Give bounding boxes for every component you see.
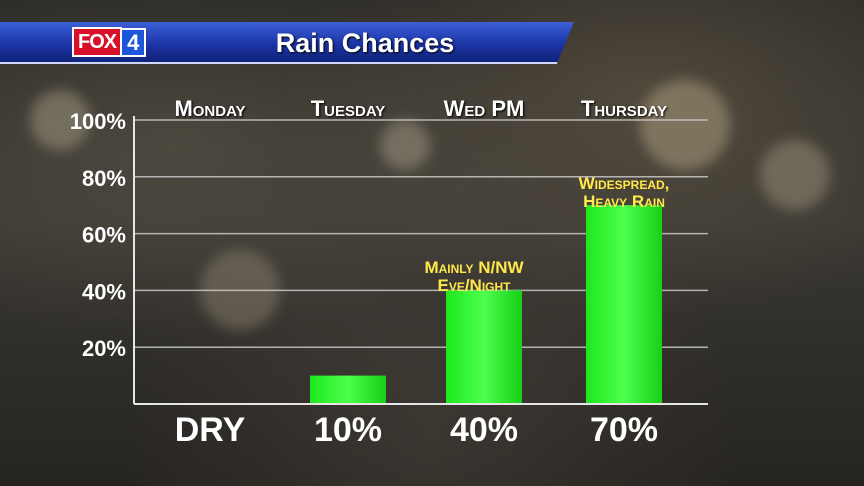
category-label: Wed PM <box>444 96 525 121</box>
value-label: 10% <box>314 411 382 449</box>
annotation-text: Eve/Night <box>437 276 511 295</box>
bar <box>586 205 662 403</box>
y-tick-label: 100% <box>70 109 126 134</box>
bar <box>310 375 386 403</box>
y-tick-label: 20% <box>82 336 126 361</box>
page-title: Rain Chances <box>275 28 455 58</box>
y-tick-label: 60% <box>82 223 126 248</box>
y-tick-label: 80% <box>82 166 126 191</box>
value-label: DRY <box>175 411 246 449</box>
logo-number: 4 <box>122 27 147 57</box>
value-label: 70% <box>590 411 658 449</box>
annotation-text: Mainly N/NW <box>424 258 524 277</box>
header-bar: FOX 4 Rain Chances <box>0 22 574 64</box>
logo-fox-text: FOX <box>72 27 123 57</box>
category-label: Tuesday <box>311 96 386 121</box>
category-label: Monday <box>174 96 245 121</box>
bar <box>446 290 522 403</box>
y-tick-label: 40% <box>82 279 126 304</box>
annotation-text: Widespread, <box>579 174 670 193</box>
annotation-text: Heavy Rain <box>583 192 665 211</box>
value-label: 40% <box>450 411 518 449</box>
category-label: Thursday <box>581 96 667 121</box>
fox4-logo: FOX 4 <box>72 26 147 58</box>
